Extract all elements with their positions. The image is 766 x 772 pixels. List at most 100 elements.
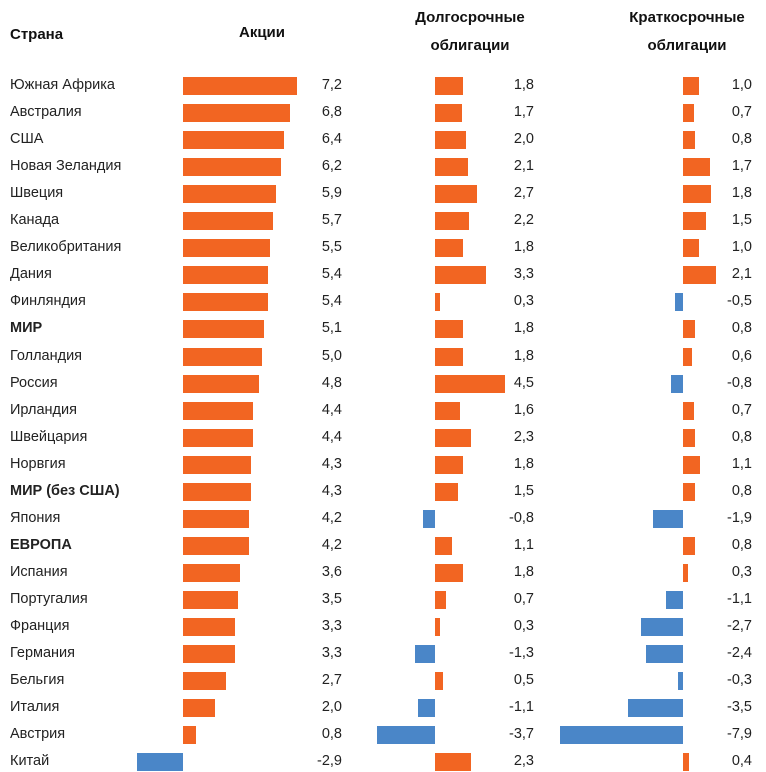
stocks-value-label: 2,0 (321, 699, 342, 716)
stocks-value-label: 3,6 (321, 563, 342, 580)
short_bonds-value-label: -1,9 (727, 509, 752, 526)
long_bonds-bar (435, 77, 464, 95)
long_bonds-bar (435, 753, 471, 772)
short_bonds-value-label: 0,8 (731, 536, 752, 553)
category-label: Швеция (10, 185, 64, 202)
short_bonds-value-label: 1,8 (731, 185, 752, 202)
short_bonds-value-label: -3,5 (727, 699, 752, 716)
long_bonds-value-label: 2,1 (513, 158, 534, 175)
long_bonds-value-label: 1,7 (513, 104, 534, 121)
category-label: Голландия (10, 347, 83, 364)
stocks-value-label: 7,2 (321, 77, 342, 93)
category-label: Япония (10, 509, 61, 526)
short_bonds-bar (653, 509, 683, 528)
long_bonds-value-label: 4,5 (513, 374, 534, 391)
short_bonds-bar (640, 618, 683, 636)
short_bonds-bar (683, 455, 701, 474)
short_bonds-bar (683, 131, 696, 150)
short_bonds-bar (683, 266, 716, 285)
long_bonds-value-label: 1,8 (513, 347, 534, 364)
long_bonds-value-label: 0,5 (513, 672, 534, 689)
long_bonds-value-label: 2,3 (513, 753, 534, 770)
stocks-value-label: 5,4 (321, 266, 342, 283)
long_bonds-bar (435, 212, 470, 231)
short_bonds-bar (683, 563, 688, 582)
short_bonds-bar (683, 536, 696, 555)
short_bonds-value-label: -7,9 (727, 726, 752, 743)
stocks-bar (183, 563, 240, 582)
stocks-bar (183, 645, 236, 664)
short_bonds-value-label: 0,8 (731, 320, 752, 337)
stocks-value-label: 3,5 (321, 590, 342, 607)
short_bonds-value-label: -1,1 (727, 590, 752, 607)
category-label: Австрия (10, 726, 66, 743)
stocks-bar (183, 131, 285, 150)
stocks-bar (183, 320, 264, 339)
category-label: Норвгия (10, 455, 66, 472)
long_bonds-bar (435, 374, 506, 393)
long_bonds-bar (435, 401, 460, 420)
long_bonds-bar (435, 131, 467, 150)
short_bonds-value-label: -0,3 (727, 672, 752, 689)
stocks-bar (183, 77, 297, 95)
category-label: Россия (10, 374, 58, 391)
short_bonds-bar (683, 320, 696, 339)
long_bonds-value-label: 1,8 (513, 77, 534, 93)
stocks-value-label: 4,8 (321, 374, 342, 391)
stocks-bar (183, 401, 253, 420)
short_bonds-value-label: -2,4 (727, 645, 752, 662)
long_bonds-value-label: 2,3 (513, 428, 534, 445)
long_bonds-value-label: -1,1 (509, 699, 534, 716)
stocks-value-label: 6,8 (321, 104, 342, 121)
category-label: МИР (10, 320, 43, 337)
stocks-value-label: 2,7 (321, 672, 342, 689)
short_bonds-value-label: 1,7 (731, 158, 752, 175)
short_bonds-value-label: 0,8 (731, 131, 752, 148)
category-label: Бельгия (10, 672, 65, 689)
short_bonds-bar (683, 104, 694, 123)
stocks-bar (183, 509, 250, 528)
stocks-bar (183, 293, 269, 312)
long_bonds-bar (435, 266, 487, 285)
header-stocks: Акции (238, 24, 285, 41)
long_bonds-value-label: 0,3 (513, 293, 534, 310)
long_bonds-bar (417, 699, 435, 718)
long_bonds-bar (435, 320, 464, 339)
long_bonds-value-label: -0,8 (509, 509, 534, 526)
long_bonds-value-label: -1,3 (509, 645, 534, 662)
stocks-value-label: 3,3 (321, 645, 342, 662)
stocks-value-label: 5,0 (321, 347, 342, 364)
stocks-value-label: 4,3 (321, 455, 342, 472)
short_bonds-value-label: -0,5 (727, 293, 752, 310)
long_bonds-value-label: 2,0 (513, 131, 534, 148)
long_bonds-bar (435, 563, 464, 582)
category-label: Новая Зеландия (10, 158, 122, 175)
long_bonds-bar (435, 158, 468, 177)
short_bonds-bar (683, 77, 699, 95)
long_bonds-value-label: 1,6 (513, 401, 534, 418)
short_bonds-bar (683, 212, 707, 231)
short_bonds-bar (628, 699, 683, 718)
category-label: Великобритания (10, 239, 122, 256)
stocks-bar (183, 239, 270, 258)
short_bonds-bar (645, 645, 683, 664)
long_bonds-bar (435, 672, 443, 691)
short_bonds-bar (683, 185, 712, 204)
short_bonds-bar (675, 293, 683, 312)
category-label: Франция (10, 618, 70, 634)
stocks-bar (183, 672, 226, 691)
stocks-value-label: 6,2 (321, 158, 342, 175)
long_bonds-bar (435, 185, 478, 204)
category-label: Австралия (10, 104, 82, 121)
short_bonds-value-label: -0,8 (727, 374, 752, 391)
short_bonds-bar (683, 347, 693, 366)
stocks-value-label: 5,7 (321, 212, 342, 229)
stocks-value-label: 5,1 (321, 320, 342, 337)
stocks-bar (137, 753, 183, 772)
long_bonds-value-label: 1,1 (513, 536, 534, 553)
category-label: Германия (10, 645, 76, 662)
short_bonds-value-label: 1,0 (731, 77, 752, 93)
long_bonds-value-label: 1,5 (513, 482, 534, 499)
category-label: Дания (10, 266, 52, 283)
